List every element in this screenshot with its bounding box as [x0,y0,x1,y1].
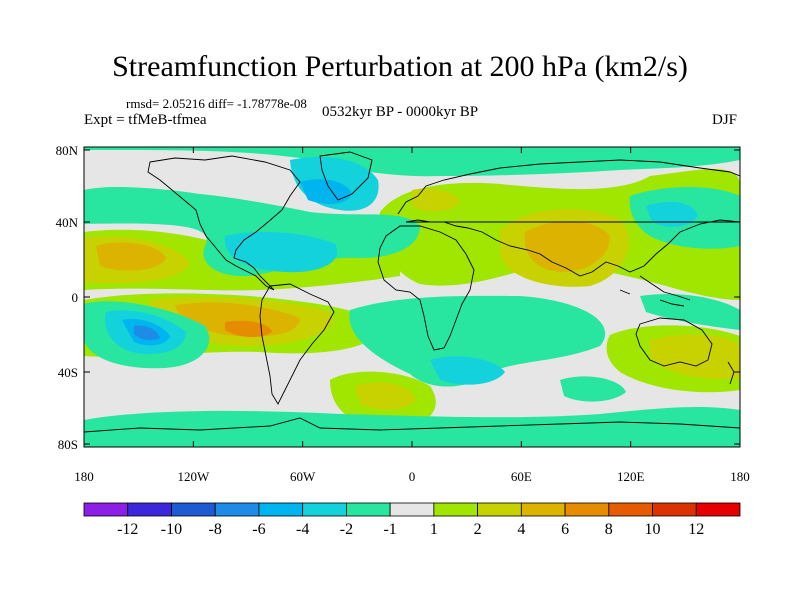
lat-tick-label: 80S [58,437,78,452]
lon-tick-label: 120W [177,469,210,484]
field-region [134,325,160,341]
map-title: Streamfunction Perturbation at 200 hPa (… [112,50,688,83]
lon-tick-label: 180 [730,469,750,484]
coastline-north-america [147,155,301,291]
coastline-indochina-islands [619,275,691,307]
field-region [640,293,740,330]
field-region [355,382,416,410]
colorbar-swatch [477,502,522,517]
colorbar-swatch [345,502,391,517]
field-region [224,231,338,273]
colorbar-label: 10 [645,521,661,538]
lat-tick-label: 80N [56,143,79,158]
colorbar-label: 2 [474,521,482,538]
colorbar-swatch [302,502,347,517]
colorbar-swatch [258,502,304,517]
colorbar-swatch [695,502,741,517]
lon-tick-label: 0 [409,469,416,484]
coastline-south-america [259,283,335,405]
field-region [430,356,505,385]
lat-tick-label: 40N [56,215,79,230]
lon-tick-label: 120E [617,469,645,484]
colorbar-label: -10 [161,521,182,538]
colorbar-label: -6 [252,521,265,538]
colorbar: -12 -10 -8 -6 -4 -2 -1 1 2 4 6 8 10 12 [83,502,741,538]
colorbar-swatch [389,502,435,517]
colorbar-label: -2 [340,521,353,538]
lon-tick-label: 60E [511,469,532,484]
colorbar-label: -12 [117,521,138,538]
colorbar-label: 8 [605,521,613,538]
colorbar-swatch [433,502,479,517]
field-region [650,334,740,379]
lat-tick-label: 0 [72,290,79,305]
longitude-axis: 180 120W 60W 0 60E 120E 180 [74,147,750,484]
colorbar-label: -4 [296,521,309,538]
colorbar-label: 4 [517,521,525,538]
season-label: DJF [712,112,738,128]
field-region [225,320,272,338]
colorbar-label: 6 [561,521,569,538]
colorbar-swatch [171,502,216,517]
colorbar-label: 1 [430,521,438,538]
colorbar-swatch [608,502,653,517]
field-region [560,376,626,402]
colorbar-swatch [520,502,566,517]
colorbar-label: -8 [209,521,222,538]
field-region [300,179,352,204]
coastline-eurasia [397,159,740,277]
colorbar-swatch [214,502,260,517]
lon-tick-label: 60W [290,469,316,484]
colorbar-swatch [127,502,172,517]
field-region [412,188,460,212]
field-region [84,147,740,177]
field-region [96,242,166,271]
lon-tick-label: 180 [74,469,94,484]
colorbar-label: 12 [688,521,704,538]
experiment-label: Expt = tfMeB-tfmea [84,112,207,128]
coastlines [84,151,740,433]
colorbar-label: -1 [383,521,396,538]
coastline-africa [377,225,475,351]
field-region [349,295,606,387]
rmsd-diff-stats: rmsd= 2.05216 diff= -1.78778e-08 [126,96,307,111]
colorbar-swatch [83,502,129,517]
coastline-antarctica [84,417,740,433]
colorbar-swatch [652,502,697,517]
coastline-australia [635,317,713,367]
time-period-label: 0532kyr BP - 0000kyr BP [322,104,479,120]
field-region [646,201,698,227]
latitude-axis: 80N 40N 0 40S 80S [56,143,740,452]
field-region [84,407,740,447]
field-region [524,221,610,272]
colorbar-swatch [564,502,610,517]
field-contours [84,147,740,447]
coastline-greenland [319,151,373,201]
lat-tick-label: 40S [58,365,78,380]
